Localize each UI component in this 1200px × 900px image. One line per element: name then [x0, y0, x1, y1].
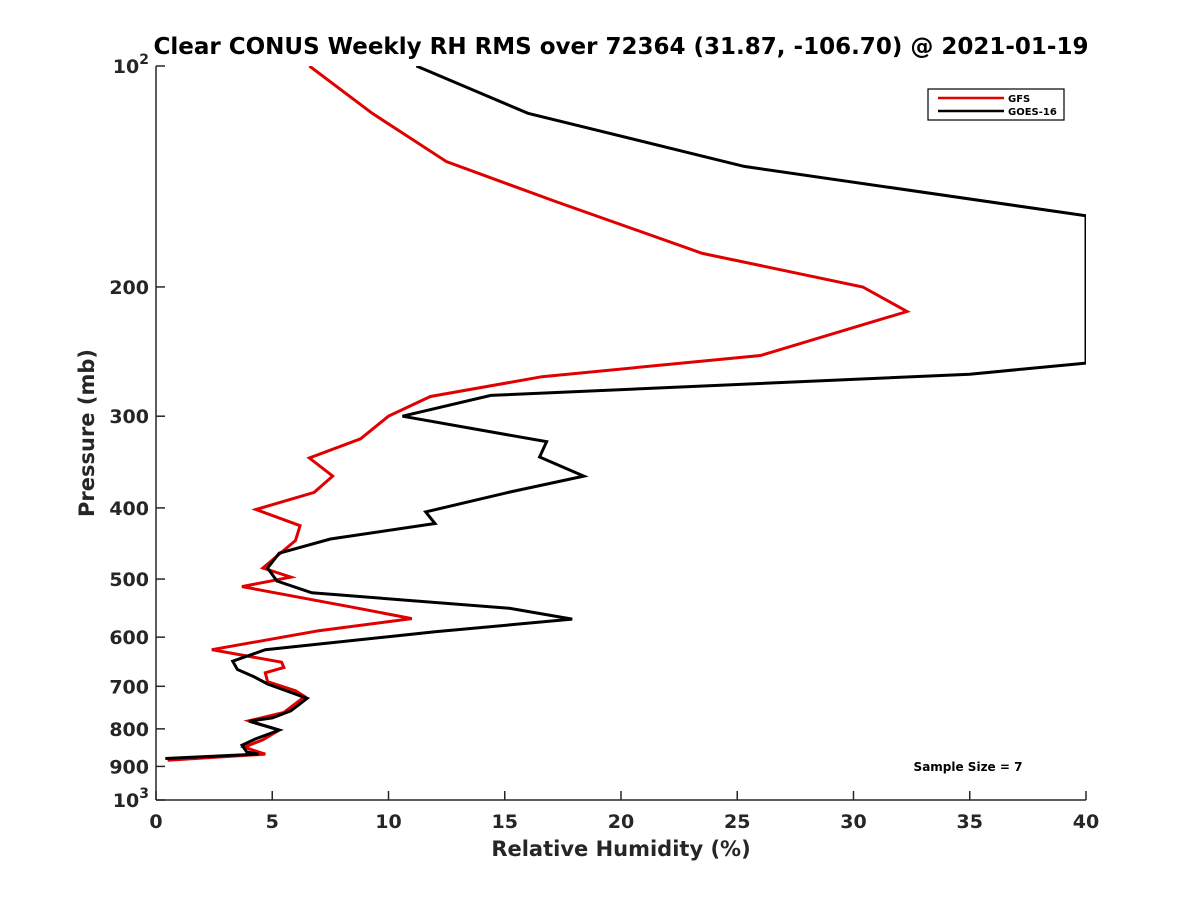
series-line-goes-16 — [165, 66, 1086, 760]
y-tick-label: 103 — [113, 786, 149, 812]
y-tick-label: 800 — [109, 719, 149, 741]
x-tick-label: 40 — [1073, 811, 1099, 833]
y-tick-label: 600 — [109, 627, 149, 649]
y-axis-title: Pressure (mb) — [75, 349, 99, 517]
legend-label-gfs: GFS — [1008, 94, 1030, 105]
legend: GFS GOES-16 — [927, 88, 1065, 121]
y-tick-label: 900 — [109, 756, 149, 778]
y-tick-label: 200 — [109, 277, 149, 299]
series-layer — [165, 66, 1086, 762]
y-tick-label: 700 — [109, 676, 149, 698]
x-axis-title: Relative Humidity (%) — [491, 837, 750, 861]
y-tick-label: 500 — [109, 569, 149, 591]
legend-box — [927, 88, 1065, 121]
x-tick-label: 5 — [266, 811, 279, 833]
legend-label-goes-16: GOES-16 — [1008, 107, 1057, 118]
y-tick-label: 300 — [109, 406, 149, 428]
x-tick-label: 20 — [608, 811, 634, 833]
sample-size-annotation: Sample Size = 7 — [914, 760, 1023, 774]
y-tick-label: 400 — [109, 498, 149, 520]
x-tick-label: 0 — [149, 811, 162, 833]
x-tick-label: 15 — [492, 811, 518, 833]
x-tick-layer: 0 5 10 15 20 25 30 35 40 — [149, 791, 1099, 833]
y-tick-layer: 102 200 300 400 500 600 700 800 900 103 — [109, 52, 165, 812]
series-line-gfs — [167, 66, 911, 762]
x-tick-label: 25 — [724, 811, 750, 833]
x-tick-label: 35 — [957, 811, 983, 833]
plot-background — [156, 66, 1086, 800]
y-tick-label: 102 — [113, 52, 149, 78]
x-tick-label: 10 — [375, 811, 401, 833]
x-tick-label: 30 — [840, 811, 866, 833]
chart-title: Clear CONUS Weekly RH RMS over 72364 (31… — [154, 34, 1089, 60]
